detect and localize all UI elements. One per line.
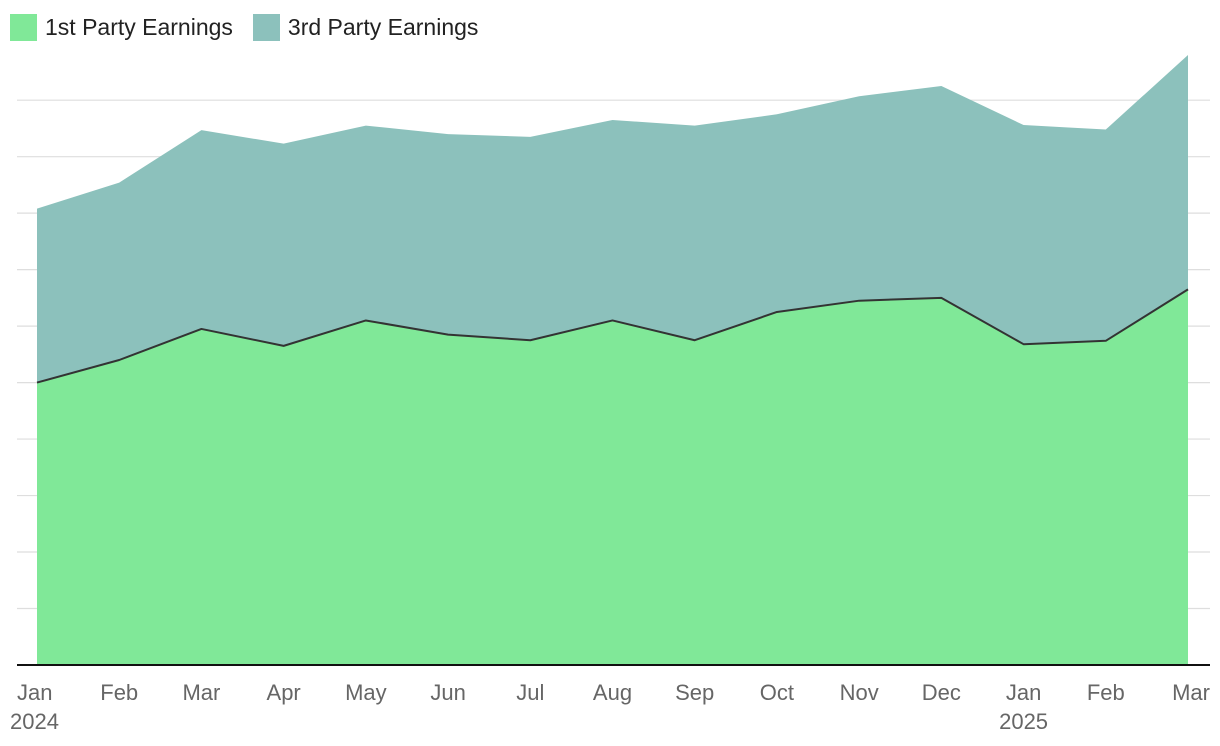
chart-legend: 1st Party Earnings 3rd Party Earnings <box>10 12 478 42</box>
series-lines <box>36 288 1189 384</box>
x-tick-labels: Jan 2024 Feb Mar Apr May Jun Jul Aug Sep Oct Nov Dec… <box>10 680 1210 734</box>
x-tick-label: Jan <box>17 680 52 705</box>
x-tick-label: Jul <box>516 680 544 705</box>
x-tick-label: May <box>345 680 387 705</box>
series-line-1st-party <box>36 288 1189 384</box>
legend-label-3rd-party: 3rd Party Earnings <box>287 13 479 40</box>
x-tick-label: Sep <box>675 680 714 705</box>
x-tick-label: Feb <box>100 680 138 705</box>
area-3rd-party-earnings[interactable] <box>37 55 1188 383</box>
x-tick-label: Nov <box>840 680 879 705</box>
x-tick-label: Jun <box>430 680 465 705</box>
area-1st-party-earnings[interactable] <box>37 289 1188 665</box>
x-tick-label: Jan <box>1006 680 1041 705</box>
x-tick-label: Oct <box>760 680 794 705</box>
x-tick-year-label: 2024 <box>10 709 59 734</box>
x-tick-year-label: 2025 <box>999 709 1048 734</box>
x-tick-label: Feb <box>1087 680 1125 705</box>
legend-swatch-3rd-party <box>252 13 280 41</box>
x-tick-label: Dec <box>922 680 961 705</box>
legend-swatch-1st-party <box>10 13 37 41</box>
areas <box>37 55 1188 665</box>
legend-label-1st-party: 1st Party Earnings <box>45 13 233 40</box>
legend-item-1st-party[interactable]: 1st Party Earnings <box>10 13 233 41</box>
x-tick-label: Mar <box>1172 680 1210 705</box>
legend-item-3rd-party[interactable]: 3rd Party Earnings <box>252 13 479 41</box>
x-tick-label: Mar <box>182 680 220 705</box>
x-tick-label: Aug <box>593 680 632 705</box>
x-tick-label: Apr <box>267 680 301 705</box>
